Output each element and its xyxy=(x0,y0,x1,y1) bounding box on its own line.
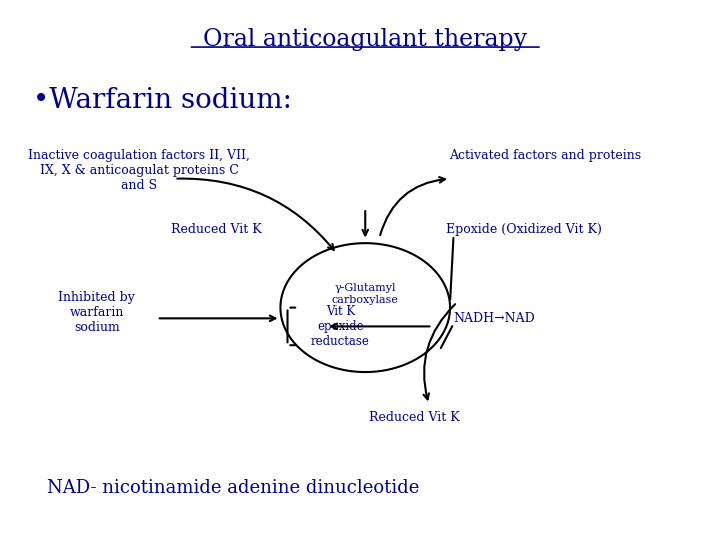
Text: Oral anticoagulant therapy: Oral anticoagulant therapy xyxy=(203,28,527,51)
Text: Inactive coagulation factors II, VII,
IX, X & anticoagulat proteins C
and S: Inactive coagulation factors II, VII, IX… xyxy=(28,149,250,192)
Text: Reduced Vit K: Reduced Vit K xyxy=(369,411,460,424)
Text: Activated factors and proteins: Activated factors and proteins xyxy=(449,149,642,162)
Text: NADH→NAD: NADH→NAD xyxy=(454,312,536,325)
Text: NAD- nicotinamide adenine dinucleotide: NAD- nicotinamide adenine dinucleotide xyxy=(48,478,420,497)
Text: Epoxide (Oxidized Vit K): Epoxide (Oxidized Vit K) xyxy=(446,223,602,236)
Text: Reduced Vit K: Reduced Vit K xyxy=(171,223,262,236)
Text: Vit K
epoxide
reductase: Vit K epoxide reductase xyxy=(311,305,370,348)
Text: •Warfarin sodium:: •Warfarin sodium: xyxy=(33,87,292,114)
Text: Inhibited by
warfarin
sodium: Inhibited by warfarin sodium xyxy=(58,292,135,334)
Text: γ-Glutamyl
carboxylase: γ-Glutamyl carboxylase xyxy=(332,284,399,305)
